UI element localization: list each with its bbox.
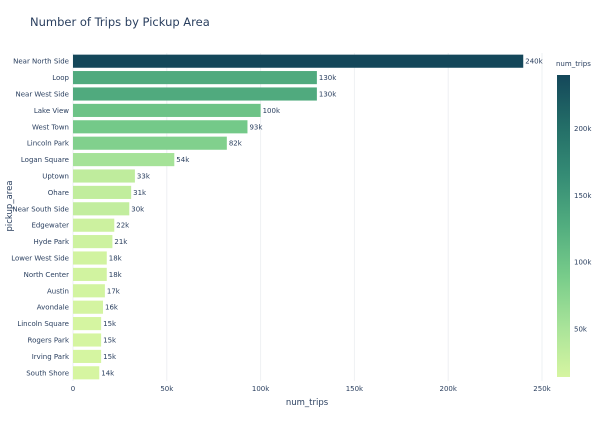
colorbar-tick-label: 150k	[574, 192, 592, 200]
y-tick-label: Edgewater	[31, 222, 69, 230]
bar[interactable]	[73, 136, 227, 150]
data-label: 30k	[131, 205, 145, 213]
y-tick-label: Lincoln Square	[17, 320, 69, 328]
data-label: 82k	[229, 140, 243, 148]
y-tick-label: Avondale	[37, 304, 69, 312]
y-tick-label: Lincoln Park	[27, 140, 70, 148]
y-tick-label: Rogers Park	[28, 337, 70, 345]
bar[interactable]	[73, 366, 100, 380]
data-label: 17k	[107, 287, 121, 295]
bar[interactable]	[73, 153, 175, 167]
y-tick-label: Ohare	[48, 189, 69, 197]
colorbar-tick-label: 200k	[574, 125, 592, 133]
y-tick-label: Near South Side	[12, 205, 69, 213]
colorbar-tick-label: 100k	[574, 259, 592, 267]
y-tick-label: Loop	[52, 74, 69, 82]
bar[interactable]	[73, 54, 524, 68]
data-label: 54k	[176, 156, 190, 164]
data-label: 15k	[103, 353, 117, 361]
bar[interactable]	[73, 218, 115, 232]
grid-layer	[72, 53, 543, 381]
bar[interactable]	[73, 87, 317, 101]
data-label: 33k	[137, 173, 151, 181]
bar[interactable]	[73, 284, 105, 298]
x-tick-label: 0	[71, 385, 75, 393]
data-label: 130k	[319, 74, 337, 82]
colorbar-ticks: 50k 100k 150k 200k	[574, 125, 592, 333]
data-label: 21k	[114, 238, 128, 246]
y-tick-label: Austin	[47, 287, 69, 295]
bar[interactable]	[73, 251, 107, 265]
data-label: 18k	[109, 271, 123, 279]
y-tick-label: North Center	[24, 271, 69, 279]
y-axis-title: pickup_area	[5, 180, 15, 231]
y-tick-label: Logan Square	[21, 156, 69, 164]
data-label: 16k	[105, 304, 119, 312]
data-label: 15k	[103, 337, 117, 345]
data-label: 31k	[133, 189, 147, 197]
y-tick-label: Hyde Park	[33, 238, 69, 246]
bar[interactable]	[73, 235, 113, 249]
data-label: 18k	[109, 255, 123, 263]
bar[interactable]	[73, 185, 132, 199]
bar[interactable]	[73, 120, 248, 134]
x-tick-label: 200k	[439, 385, 457, 393]
bar[interactable]	[73, 267, 107, 281]
data-label: 93k	[249, 123, 263, 131]
colorbar-gradient	[557, 75, 570, 377]
y-tick-label: Lake View	[34, 107, 69, 115]
x-tick-label: 150k	[346, 385, 364, 393]
colorbar-tick-label: 50k	[574, 325, 588, 333]
data-label: 14k	[101, 369, 115, 377]
x-tick-labels: 0 50k 100k 150k 200k 250k	[71, 385, 552, 393]
x-tick-label: 50k	[160, 385, 174, 393]
data-label: 100k	[263, 107, 281, 115]
y-tick-label: Near North Side	[13, 58, 69, 66]
bar[interactable]	[73, 300, 104, 314]
bar[interactable]	[73, 349, 102, 363]
bar[interactable]	[73, 202, 130, 216]
x-tick-label: 100k	[252, 385, 270, 393]
colorbar-title: num_trips	[556, 60, 591, 68]
data-label: 22k	[116, 222, 130, 230]
colorbar: num_trips 50k 100k 150k 200k	[556, 60, 592, 377]
bar[interactable]	[73, 71, 317, 85]
y-tick-label: West Town	[32, 123, 69, 131]
chart-title: Number of Trips by Pickup Area	[30, 15, 210, 29]
data-label: 240k	[525, 58, 543, 66]
data-label: 15k	[103, 320, 117, 328]
y-tick-label: Lower West Side	[11, 255, 69, 263]
y-tick-label: Uptown	[42, 173, 69, 181]
bars-layer	[73, 54, 524, 380]
y-tick-label: Irving Park	[32, 353, 70, 361]
x-tick-label: 250k	[533, 385, 551, 393]
y-tick-label: South Shore	[26, 369, 69, 377]
bar[interactable]	[73, 317, 102, 331]
y-tick-labels: Near North Side Loop Near West Side Lake Vi…	[11, 58, 70, 378]
x-axis-title: num_trips	[286, 398, 329, 408]
data-label: 130k	[319, 91, 337, 99]
y-tick-label: Near West Side	[15, 91, 69, 99]
bar[interactable]	[73, 169, 135, 183]
bar[interactable]	[73, 103, 261, 117]
bar[interactable]	[73, 333, 102, 347]
